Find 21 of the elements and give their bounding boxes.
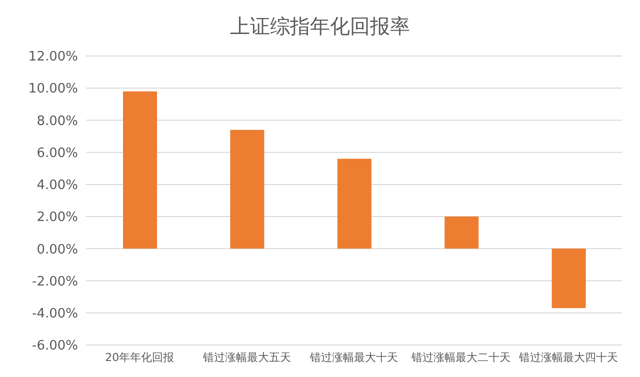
bar (337, 158, 372, 249)
x-tick-label: 20年年化回报 (105, 350, 174, 364)
bar (230, 130, 264, 249)
y-tick-label: 8.00% (36, 114, 78, 129)
y-tick-label: 10.00% (28, 82, 78, 97)
x-tick-label: 错过涨幅最大四十天 (518, 350, 618, 364)
y-tick-label: 2.00% (36, 210, 78, 226)
bar (552, 248, 586, 308)
y-tick-label: -2.00% (32, 274, 78, 290)
y-tick-label: 0.00% (36, 242, 78, 258)
x-tick-label: 错过涨幅最大五天 (202, 350, 291, 364)
bar (444, 216, 479, 249)
y-tick-label: 4.00% (36, 178, 78, 194)
y-tick-label: -4.00% (32, 306, 78, 322)
x-tick-label: 错过涨幅最大二十天 (410, 350, 511, 364)
y-tick-label: 12.00% (28, 50, 78, 65)
y-tick-label: 6.00% (36, 146, 78, 161)
x-tick-label: 错过涨幅最大十天 (309, 350, 398, 364)
bar (123, 91, 157, 249)
y-tick-label: -6.00% (32, 338, 78, 354)
chart-title: 上证综指年化回报率 (229, 13, 411, 40)
